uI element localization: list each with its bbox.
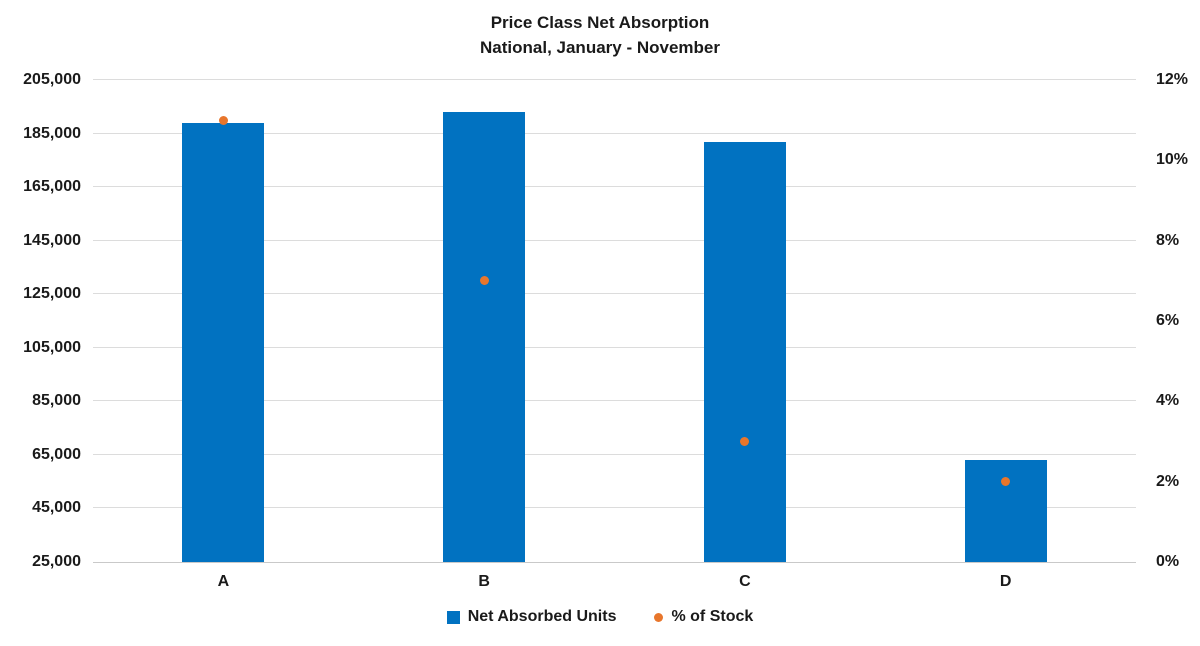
chart-title-block: Price Class Net Absorption National, Jan… (0, 10, 1200, 60)
bar-C (703, 141, 786, 562)
right-axis-tick-label: 0% (1156, 553, 1180, 570)
pct-dot-C (740, 437, 750, 446)
right-axis-tick-label: 10% (1156, 151, 1189, 169)
x-axis: A B C D (93, 571, 1136, 593)
right-axis-tick-label: 12% (1156, 71, 1189, 88)
left-axis-tick-label: 165,000 (23, 178, 81, 196)
gridline (93, 239, 1136, 241)
left-axis-tick-label: 145,000 (23, 231, 81, 249)
legend-item-net-absorbed-units: Net Absorbed Units (446, 608, 617, 626)
right-axis-tick-label: 2% (1156, 472, 1180, 490)
gridline (93, 186, 1136, 188)
left-axis-tick-label: 125,000 (23, 285, 81, 303)
legend-circle-marker-icon (654, 612, 664, 622)
legend-item-pct-of-stock: % of Stock (654, 608, 753, 626)
bar-B (443, 112, 526, 562)
left-axis-tick-label: 25,000 (32, 553, 81, 570)
chart-title: Price Class Net Absorption (490, 13, 710, 32)
left-axis-tick-label: 45,000 (32, 499, 81, 517)
gridline (93, 453, 1136, 455)
category-label-A: A (217, 573, 230, 590)
plot-area (93, 79, 1136, 563)
legend-square-marker-icon (446, 610, 460, 624)
bar-D (964, 460, 1047, 562)
left-axis-tick-label: 205,000 (23, 71, 81, 88)
x-axis-baseline (93, 562, 1136, 563)
bar-A (182, 122, 265, 562)
left-axis-tick-label: 185,000 (23, 124, 81, 142)
pct-dot-A (218, 115, 228, 125)
left-axis-tick-label: 105,000 (23, 338, 81, 356)
category-label-D: D (999, 573, 1012, 590)
right-axis-tick-label: 8% (1156, 231, 1180, 249)
left-axis: 25,000 45,000 65,000 85,000 105,000 125,000 14… (0, 0, 81, 646)
chart-subtitle: National, January - November (480, 38, 720, 57)
category-label-B: B (478, 573, 490, 590)
category-label-C: C (739, 573, 751, 590)
right-axis-tick-label: 4% (1156, 392, 1180, 410)
legend-label-pct-of-stock: % of Stock (671, 608, 754, 625)
left-axis-tick-label: 85,000 (32, 392, 81, 410)
right-axis-tick-label: 6% (1156, 312, 1180, 329)
pct-dot-D (1001, 477, 1011, 487)
gridline (93, 346, 1136, 348)
gridline (93, 400, 1136, 402)
left-axis-tick-label: 65,000 (32, 445, 81, 463)
gridline (93, 132, 1136, 134)
gridline (93, 79, 1136, 80)
gridline (93, 507, 1136, 509)
right-axis: 0% 2% 4% 6% 8% 10% 12% (1156, 0, 1200, 646)
legend-label-net-absorbed-units: Net Absorbed Units (467, 608, 617, 625)
legend: Net Absorbed Units % of Stock (0, 608, 1200, 626)
gridline (93, 293, 1136, 295)
pct-dot-B (479, 276, 489, 286)
